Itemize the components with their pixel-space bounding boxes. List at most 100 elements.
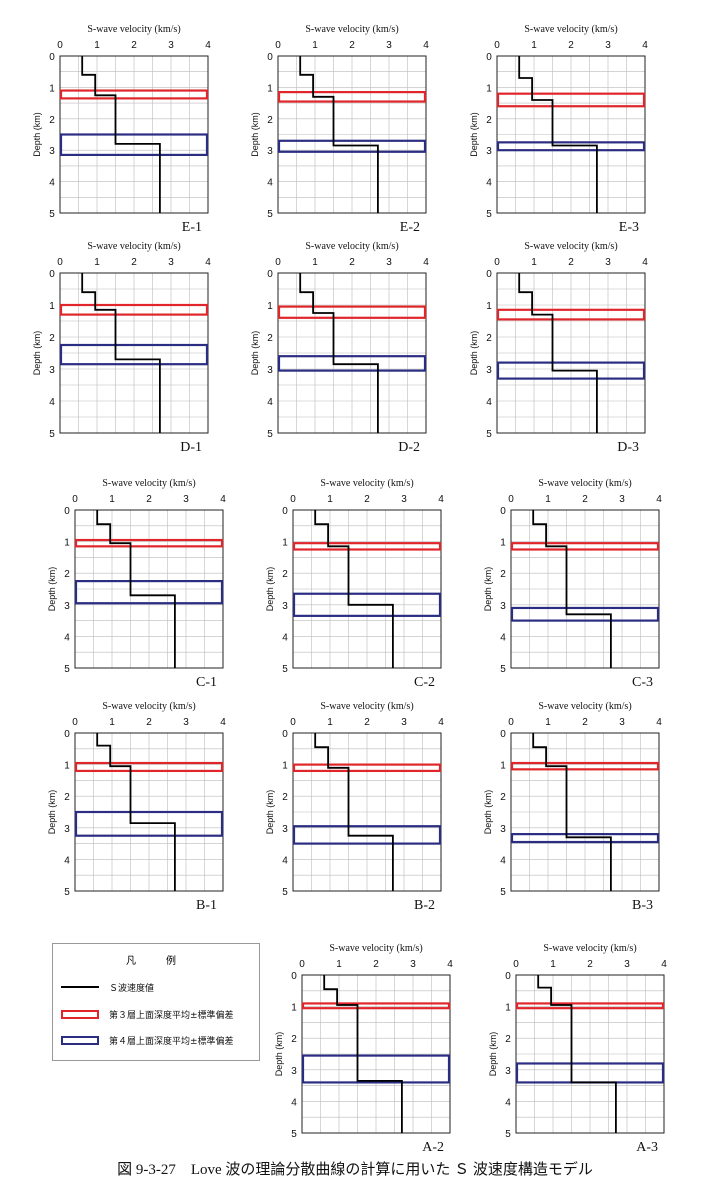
y-tick-label: 3 xyxy=(282,601,288,612)
legend-item-label: 第３層上面深度平均±標準偏差 xyxy=(109,1010,234,1021)
y-tick-label: 2 xyxy=(486,333,492,344)
x-tick-label: 1 xyxy=(109,717,115,728)
x-tick-label: 0 xyxy=(513,959,519,970)
layer4-band xyxy=(292,825,442,845)
legend-item-layer3: 第３層上面深度平均±標準偏差 xyxy=(61,1007,234,1021)
x-tick-label: 1 xyxy=(550,959,556,970)
x-tick-label: 2 xyxy=(373,959,379,970)
layer4-band xyxy=(510,606,660,622)
x-tick-label: 2 xyxy=(146,494,152,505)
x-tick-label: 3 xyxy=(168,40,174,51)
panel-label: E-3 xyxy=(619,220,639,235)
y-tick-label: 3 xyxy=(500,824,506,835)
layer3-band xyxy=(496,308,646,321)
velocity-profile-line xyxy=(96,510,176,668)
layer4-band xyxy=(292,592,442,617)
x-tick-label: 1 xyxy=(531,257,537,268)
y-tick-label: 0 xyxy=(291,971,297,982)
x-axis-title: S-wave velocity (km/s) xyxy=(320,701,413,712)
y-tick-label: 2 xyxy=(486,115,492,126)
y-tick-label: 0 xyxy=(267,269,273,280)
y-tick-label: 4 xyxy=(267,397,273,408)
panel-b-2: 0 1 2 3 4 0 1 2 3 4 5 S-wave velocity (km/s) Depth (… xyxy=(265,701,444,913)
y-tick-label: 2 xyxy=(282,792,288,803)
y-tick-label: 4 xyxy=(282,632,288,643)
velocity-line-swatch xyxy=(61,986,99,988)
x-tick-label: 0 xyxy=(72,717,78,728)
y-tick-label: 5 xyxy=(49,429,55,440)
y-tick-label: 4 xyxy=(486,397,492,408)
y-axis-title: Depth (km) xyxy=(488,1032,498,1077)
x-axis-title: S-wave velocity (km/s) xyxy=(543,943,636,954)
x-tick-label: 4 xyxy=(220,717,226,728)
x-tick-label: 2 xyxy=(587,959,593,970)
velocity-profile-line xyxy=(81,56,161,213)
x-tick-label: 1 xyxy=(109,494,115,505)
y-tick-label: 5 xyxy=(291,1129,297,1140)
y-tick-label: 4 xyxy=(64,632,70,643)
y-tick-label: 4 xyxy=(49,397,55,408)
y-tick-label: 2 xyxy=(500,792,506,803)
layer4-band xyxy=(301,1054,451,1084)
panel-d-2: 0 1 2 3 4 0 1 2 3 4 5 S-wave velocity (km/s) Depth (… xyxy=(250,241,429,455)
y-tick-label: 0 xyxy=(486,269,492,280)
y-tick-label: 4 xyxy=(49,178,55,189)
y-tick-label: 5 xyxy=(500,664,506,675)
y-axis-title: Depth (km) xyxy=(274,1032,284,1077)
y-tick-label: 3 xyxy=(64,824,70,835)
legend-item-velocity: Ｓ波速度値 xyxy=(61,980,154,994)
x-tick-label: 1 xyxy=(545,494,551,505)
x-tick-label: 1 xyxy=(94,40,100,51)
x-tick-label: 4 xyxy=(656,494,662,505)
y-tick-label: 0 xyxy=(282,506,288,517)
panel-label: B-2 xyxy=(414,898,435,913)
layer3-band xyxy=(59,89,209,100)
y-tick-label: 5 xyxy=(64,887,70,898)
y-tick-label: 0 xyxy=(505,971,511,982)
panel-label: B-1 xyxy=(196,898,217,913)
x-tick-label: 2 xyxy=(146,717,152,728)
x-tick-label: 0 xyxy=(275,257,281,268)
y-axis-title: Depth (km) xyxy=(250,112,260,157)
y-tick-label: 2 xyxy=(49,115,55,126)
plot-frame xyxy=(510,509,660,669)
layer3-band xyxy=(74,538,224,548)
x-tick-label: 4 xyxy=(642,40,648,51)
x-axis-title: S-wave velocity (km/s) xyxy=(538,701,631,712)
x-tick-label: 1 xyxy=(545,717,551,728)
layer4-band xyxy=(74,579,224,605)
panel-label: A-2 xyxy=(422,1140,444,1155)
panel-label: C-1 xyxy=(196,675,217,690)
y-axis-title: Depth (km) xyxy=(47,790,57,835)
y-tick-label: 1 xyxy=(500,761,506,772)
plot-frame xyxy=(292,732,442,892)
y-tick-label: 3 xyxy=(291,1066,297,1077)
y-tick-label: 4 xyxy=(500,632,506,643)
velocity-profile-line xyxy=(314,510,394,668)
velocity-profile-line xyxy=(537,975,617,1133)
y-tick-label: 3 xyxy=(500,601,506,612)
x-tick-label: 4 xyxy=(205,257,211,268)
y-tick-label: 5 xyxy=(486,429,492,440)
y-tick-label: 1 xyxy=(267,83,273,94)
y-tick-label: 2 xyxy=(505,1034,511,1045)
y-tick-label: 1 xyxy=(64,538,70,549)
x-tick-label: 4 xyxy=(423,40,429,51)
layer3-band xyxy=(292,763,442,773)
panel-label: D-1 xyxy=(180,440,202,455)
x-axis-title: S-wave velocity (km/s) xyxy=(524,24,617,35)
y-tick-label: 4 xyxy=(500,855,506,866)
y-tick-label: 3 xyxy=(505,1066,511,1077)
layer4-band-swatch xyxy=(61,1035,99,1045)
x-tick-label: 4 xyxy=(642,257,648,268)
x-tick-label: 4 xyxy=(656,717,662,728)
panel-label: B-3 xyxy=(632,898,653,913)
x-tick-label: 3 xyxy=(619,717,625,728)
x-tick-label: 1 xyxy=(312,40,318,51)
legend-item-layer4: 第４層上面深度平均±標準偏差 xyxy=(61,1033,234,1047)
y-tick-label: 0 xyxy=(500,506,506,517)
x-tick-label: 4 xyxy=(438,717,444,728)
x-tick-label: 2 xyxy=(131,40,137,51)
x-tick-label: 0 xyxy=(494,40,500,51)
panel-a-2: 0 1 2 3 4 0 1 2 3 4 5 S-wave velocity (km/s) Depth (… xyxy=(274,943,453,1155)
